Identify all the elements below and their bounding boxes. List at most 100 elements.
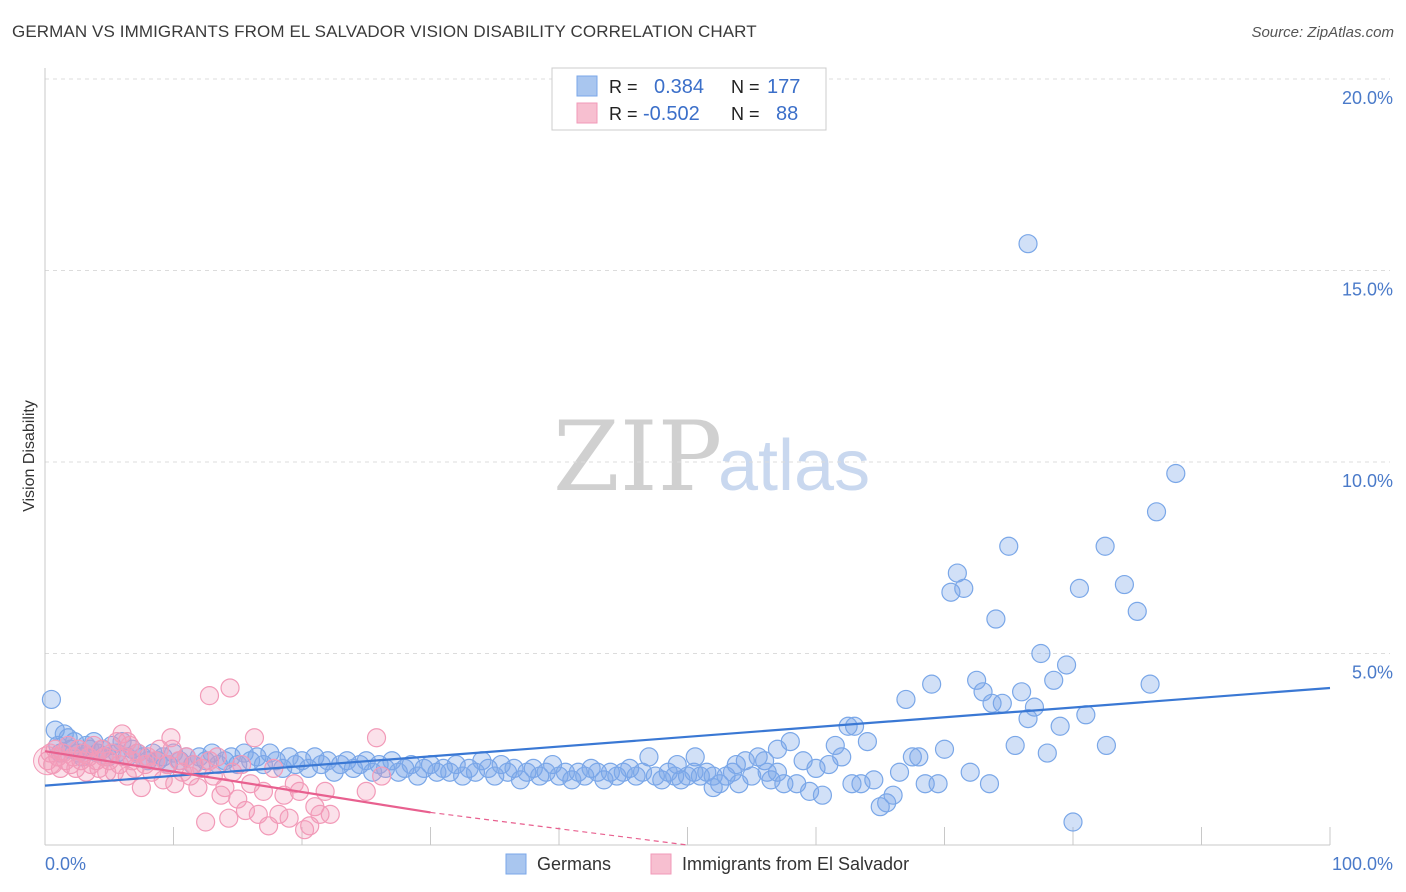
point-el-salvador [372,766,392,786]
point-germans [575,766,595,786]
point-germans [247,747,267,767]
point-germans [864,770,884,790]
point-germans [485,766,505,786]
point-germans [812,785,833,805]
point-germans [1114,574,1135,595]
point-germans [620,758,640,779]
point-germans [967,670,987,690]
legend-swatch-el-salvador [576,102,598,124]
x-ticks: 0.0% 100.0% [44,827,1393,874]
point-el-salvador [235,800,256,821]
point-germans [842,774,862,794]
trend-line-germans [44,686,1331,787]
point-el-salvador [117,731,137,752]
point-germans [825,735,845,756]
point-germans [799,781,820,801]
point-el-salvador [220,678,240,698]
point-el-salvador [320,804,340,824]
point-germans [982,693,1002,713]
legend-r-value-el-salvador: -0.502 [643,103,700,125]
point-germans [1146,502,1167,522]
point-germans [594,770,614,790]
point-germans [767,739,788,759]
point-el-salvador [68,739,89,759]
bottom-legend-swatch-germans [505,853,527,875]
point-germans [954,578,974,598]
point-germans [928,774,948,794]
point-germans [877,793,897,813]
point-germans [234,743,254,763]
point-el-salvador [366,728,387,748]
y-tick-label: 15.0% [1342,280,1393,300]
point-el-salvador [356,781,376,801]
point-germans [844,716,865,736]
point-el-salvador [162,739,182,759]
watermark-zip: ZIP [553,401,722,513]
chart-title: GERMAN VS IMMIGRANTS FROM EL SALVADOR VI… [12,22,757,41]
legend-n-value-el-salvador: 88 [776,103,798,125]
y-tick-label: 10.0% [1342,471,1393,491]
point-germans [1005,735,1025,756]
point-germans [1069,578,1090,598]
point-germans [298,758,319,779]
legend-frame [551,67,827,131]
point-germans [266,751,286,771]
y-tick-label: 5.0% [1352,663,1393,683]
point-germans [465,762,486,782]
point-germans [1050,716,1070,736]
legend-swatch-germans [576,75,598,97]
point-germans [639,747,659,767]
point-germans [1063,812,1083,832]
point-germans [703,777,723,798]
point-germans [1018,234,1038,254]
point-germans [478,758,498,779]
point-germans [440,762,460,782]
point-germans [279,747,299,767]
legend-r-label-germans: R = [609,77,638,97]
y-ticks: 5.0% 10.0% 15.0% 20.0% [1342,88,1393,683]
bottom-legend-label-el-salvador: Immigrants from El Salvador [682,854,909,874]
point-germans [902,747,922,767]
point-germans [767,762,788,782]
point-germans [883,785,903,805]
watermark: ZIP atlas [553,401,870,513]
point-germans [1166,463,1186,484]
point-germans [941,582,961,602]
point-germans [446,754,466,775]
point-germans [1095,536,1115,556]
x-tick-label-max: 100.0% [1332,854,1393,874]
bottom-legend-swatch-el-salvador [650,853,672,875]
point-el-salvador [294,820,315,840]
point-germans [453,766,473,786]
point-germans [909,747,929,767]
point-germans [934,739,955,759]
point-el-salvador [199,686,220,706]
point-el-salvador [91,739,112,759]
point-germans [1076,705,1096,725]
point-germans [742,766,762,786]
point-germans [221,747,241,767]
point-germans [1140,674,1160,694]
x-tick-label-min: 0.0% [45,854,86,874]
point-germans [504,758,524,779]
point-germans [757,762,777,782]
point-germans [1127,601,1147,621]
legend-n-value-germans: 177 [767,76,800,98]
point-germans [337,751,357,771]
legend-r-label-el-salvador: R = [609,104,638,124]
point-germans [41,689,62,710]
point-germans [1031,643,1051,664]
point-germans [999,536,1019,556]
point-germans [754,751,775,771]
legend-r-value-germans: 0.384 [654,76,704,98]
point-el-salvador [244,728,265,748]
point-el-salvador [269,804,289,824]
y-tick-label: 20.0% [1342,88,1393,108]
point-germans [1044,670,1064,690]
point-germans [510,770,531,790]
point-germans [685,747,705,767]
point-germans [1024,697,1045,717]
point-el-salvador [215,777,235,798]
legend-n-label-germans: N = [731,77,760,97]
